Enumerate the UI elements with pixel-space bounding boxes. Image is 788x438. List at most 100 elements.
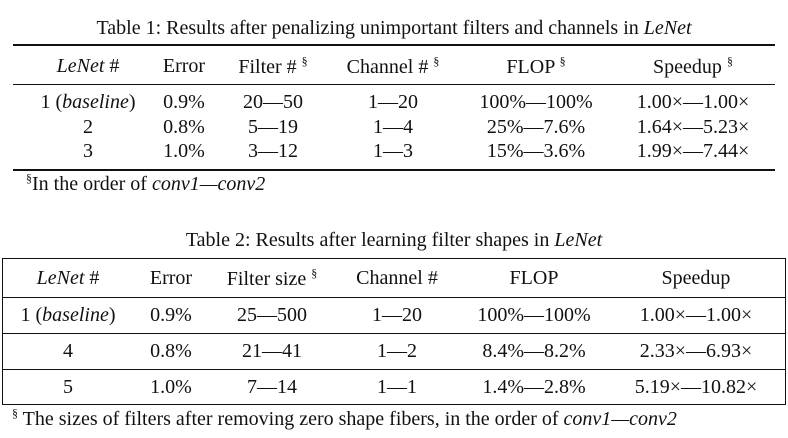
table-cell: 1.4%—2.8% xyxy=(482,377,585,397)
text-run: Table 2: Results after learning filter s… xyxy=(185,229,555,251)
table-cell: 0.8% xyxy=(150,341,192,361)
table-cell: 0.9% xyxy=(163,92,205,112)
text-run: # xyxy=(104,55,120,77)
text-run: LeNet xyxy=(36,267,85,289)
text-run: 0.9% xyxy=(150,304,192,326)
column-header: Speedup xyxy=(662,268,731,288)
column-header: Filter size § xyxy=(227,267,317,289)
column-header: LeNet # xyxy=(37,268,100,288)
table-cell: 1.00×—1.00× xyxy=(640,305,753,325)
text-run: § xyxy=(26,171,32,185)
column-header: FLOP § xyxy=(506,55,565,77)
footnote: § The sizes of filters after removing ze… xyxy=(12,407,677,429)
table-cell: 25%—7.6% xyxy=(487,117,585,137)
table-cell: 21—41 xyxy=(242,341,302,361)
column-header: Error xyxy=(163,56,205,76)
text-run: 3 xyxy=(83,140,93,162)
text-run: 1.4%—2.8% xyxy=(482,376,586,398)
text-run: Speedup xyxy=(653,56,727,78)
text-run: 15%—3.6% xyxy=(486,140,586,162)
text-run: Error xyxy=(162,55,206,77)
text-run: 7—14 xyxy=(247,376,297,398)
text-run: 1.00×—1.00× xyxy=(639,304,753,326)
text-run: In the order of xyxy=(32,173,152,195)
text-run: 1.64×—5.23× xyxy=(636,116,750,138)
table-cell: 1.00×—1.00× xyxy=(637,92,750,112)
text-run: § xyxy=(311,266,318,280)
text-run: 1 ( xyxy=(40,91,63,113)
table-cell: 1.64×—5.23× xyxy=(637,117,750,137)
table-cell: 1—1 xyxy=(377,377,417,397)
column-header: Filter # § xyxy=(238,55,307,77)
table-cell: 1—20 xyxy=(368,92,418,112)
text-run: Speedup xyxy=(661,267,731,289)
grid-line xyxy=(2,258,786,259)
text-run: ) xyxy=(128,91,136,113)
grid-line xyxy=(2,404,786,405)
text-run: § xyxy=(12,406,18,420)
grid-line xyxy=(2,297,786,298)
text-run: LeNet xyxy=(56,55,105,77)
table-cell: 7—14 xyxy=(247,377,297,397)
table-cell: 2.33×—6.93× xyxy=(640,341,753,361)
table-cell: 100%—100% xyxy=(477,305,590,325)
text-run: conv1—conv2 xyxy=(563,408,677,430)
table-cell: 0.9% xyxy=(150,305,192,325)
column-header: Speedup § xyxy=(653,55,733,77)
table-cell: 1.0% xyxy=(150,377,192,397)
text-run: The sizes of filters after removing zero… xyxy=(18,408,564,430)
text-run: 21—41 xyxy=(242,340,302,362)
text-run: LeNet xyxy=(643,17,692,39)
text-run: # xyxy=(84,267,100,289)
text-run: baseline xyxy=(42,304,109,326)
mid-rule xyxy=(13,84,775,85)
text-run: 1—2 xyxy=(377,340,417,362)
table-cell: 8.4%—8.2% xyxy=(482,341,585,361)
column-header: FLOP xyxy=(510,268,559,288)
table-cell: 1 (baseline) xyxy=(41,92,136,112)
text-run: 1—20 xyxy=(368,91,418,113)
text-run: 1—20 xyxy=(372,304,422,326)
table-cell: 20—50 xyxy=(243,92,303,112)
text-run: ) xyxy=(108,304,116,326)
table-cell: 4 xyxy=(63,341,73,361)
text-run: FLOP xyxy=(506,56,560,78)
text-run: 100%—100% xyxy=(479,91,593,113)
text-run: Channel # xyxy=(356,267,438,289)
text-run: 1—1 xyxy=(377,376,417,398)
text-run: 1.0% xyxy=(163,140,205,162)
border xyxy=(785,258,786,405)
text-run: Error xyxy=(149,267,193,289)
text-run: Channel # xyxy=(346,56,434,78)
footnote: §In the order of conv1—conv2 xyxy=(26,172,265,194)
text-run: 1.99×—7.44× xyxy=(636,140,750,162)
table-cell: 3 xyxy=(83,141,93,161)
text-run: 1.0% xyxy=(150,376,192,398)
text-run: Table 1: Results after penalizing unimpo… xyxy=(96,17,644,39)
text-run: 0.8% xyxy=(163,116,205,138)
table-cell: 5.19×—10.82× xyxy=(635,377,758,397)
caption: Table 2: Results after learning filter s… xyxy=(186,230,602,250)
text-run: 1—4 xyxy=(373,116,413,138)
table-cell: 5—19 xyxy=(248,117,298,137)
table-cell: 1—4 xyxy=(373,117,413,137)
table-cell: 1—2 xyxy=(377,341,417,361)
text-run: conv1—conv2 xyxy=(151,173,266,195)
text-run: 1 ( xyxy=(20,304,43,326)
text-run: Filter # xyxy=(238,56,302,78)
table-cell: 1.99×—7.44× xyxy=(637,141,750,161)
text-run: 2 xyxy=(83,116,93,138)
text-run: § xyxy=(559,54,566,68)
table-cell: 25—500 xyxy=(237,305,307,325)
text-run: 5—19 xyxy=(248,116,298,138)
text-run: 0.9% xyxy=(163,91,205,113)
table-cell: 100%—100% xyxy=(479,92,592,112)
text-run: 20—50 xyxy=(243,91,303,113)
caption: Table 1: Results after penalizing unimpo… xyxy=(96,18,691,38)
grid-line xyxy=(2,369,786,370)
text-run: 5.19×—10.82× xyxy=(634,376,758,398)
text-run: 1—3 xyxy=(373,140,413,162)
table-cell: 0.8% xyxy=(163,117,205,137)
text-run: 25%—7.6% xyxy=(486,116,586,138)
